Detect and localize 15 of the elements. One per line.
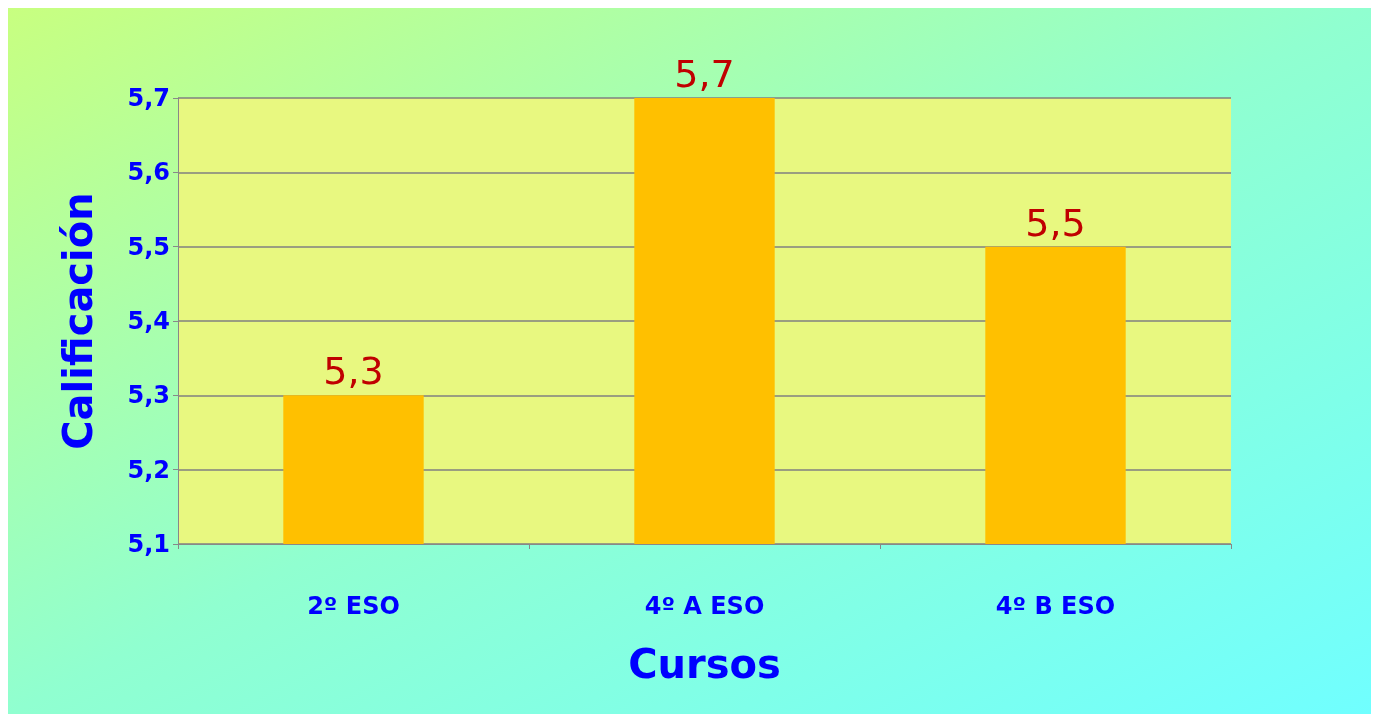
y-tick-label: 5,3 [127, 381, 170, 410]
y-tick-label: 5,6 [127, 158, 170, 187]
x-axis-title: Cursos [628, 641, 781, 687]
y-tick-label: 5,4 [127, 307, 170, 335]
data-label: 5,3 [323, 349, 384, 394]
y-tick-label: 5,1 [127, 530, 170, 558]
x-tick-label: 4º B ESO [995, 592, 1116, 620]
y-tick-label: 5,7 [127, 84, 170, 112]
y-tick-label: 5,2 [127, 455, 170, 484]
data-label: 5,7 [674, 52, 735, 96]
data-label: 5,5 [1025, 200, 1086, 245]
y-tick-label: 5,5 [127, 232, 170, 261]
x-tick-label: 2º ESO [307, 592, 400, 620]
y-axis-title: Calificación [55, 192, 101, 450]
x-tick-label: 4º A ESO [644, 592, 765, 620]
